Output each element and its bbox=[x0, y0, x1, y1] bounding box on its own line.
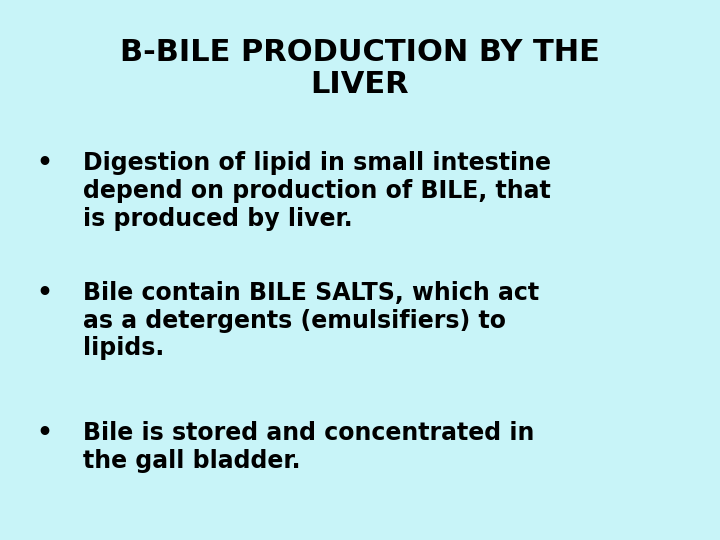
Text: •: • bbox=[36, 281, 52, 305]
Text: •: • bbox=[36, 151, 52, 175]
Text: •: • bbox=[36, 421, 52, 445]
Text: B-BILE PRODUCTION BY THE
LIVER: B-BILE PRODUCTION BY THE LIVER bbox=[120, 38, 600, 99]
Text: Bile contain BILE SALTS, which act
as a detergents (emulsifiers) to
lipids.: Bile contain BILE SALTS, which act as a … bbox=[83, 281, 539, 360]
Text: Bile is stored and concentrated in
the gall bladder.: Bile is stored and concentrated in the g… bbox=[83, 421, 534, 473]
Text: Digestion of lipid in small intestine
depend on production of BILE, that
is prod: Digestion of lipid in small intestine de… bbox=[83, 151, 551, 231]
